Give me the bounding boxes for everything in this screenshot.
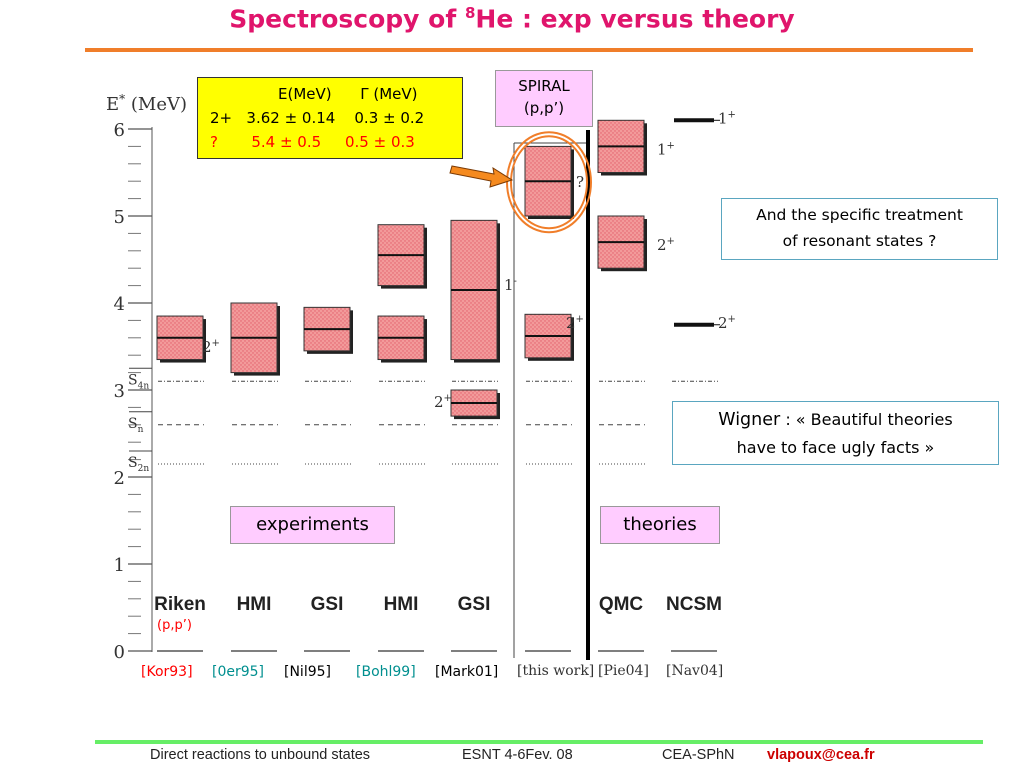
reference-nil95: [Nil95] [284, 664, 331, 680]
y-tick-label: 0 [114, 642, 125, 663]
column-name: HMI [384, 594, 419, 615]
level-jpi-label: 2+ [657, 236, 675, 254]
reference-mark01: [Mark01] [435, 664, 499, 680]
note-line-2: of resonant states ? [782, 232, 937, 250]
reference-pie04: [Pie04] [598, 663, 649, 679]
quote-author: Wigner [718, 410, 781, 430]
level-jpi-label: 1- [504, 276, 517, 294]
footer-rule [95, 740, 983, 744]
reference-this-work: [this work] [517, 663, 595, 679]
column-name: NCSM [666, 594, 722, 615]
reference-kor93: [Kor93] [141, 664, 193, 680]
quote-separator: : « [780, 410, 811, 429]
table-header: E(MeV) Γ (MeV) [278, 85, 418, 103]
reference-oer95: [0er95] [212, 664, 265, 680]
experiments-tag: experiments [230, 506, 395, 544]
threshold-label-S4n: S4n [128, 372, 149, 391]
spiral-reaction: (p,p’) [523, 99, 565, 117]
spiral-title: SPIRAL [518, 77, 570, 95]
note-line-1: And the specific treatment [756, 206, 963, 224]
footer-email: vlapoux@cea.fr [767, 747, 875, 763]
y-tick-label: 4 [114, 294, 125, 315]
quote-line-2: have to face ugly facts » [736, 438, 935, 457]
level-jpi-label: 1+ [657, 140, 675, 158]
column-name: HMI [237, 594, 272, 615]
y-tick-label: 1 [114, 555, 125, 576]
quote-line-1: Beautiful theories [810, 410, 953, 429]
title-rule [85, 48, 973, 52]
y-tick-label: 2 [114, 468, 125, 489]
resonance-table: E(MeV) Γ (MeV) 2+ 3.62 ± 0.14 0.3 ± 0.2 … [197, 77, 463, 159]
slide-title: Spectroscopy of 8He : exp versus theory [229, 4, 795, 34]
y-tick-label: 6 [114, 120, 125, 141]
column-name: GSI [458, 594, 491, 615]
wigner-quote: Wigner : « Beautiful theories have to fa… [672, 401, 999, 465]
y-tick-label: 3 [114, 381, 125, 402]
highlight-circle [510, 135, 588, 230]
table-row-2plus: 2+ 3.62 ± 0.14 0.3 ± 0.2 [210, 109, 425, 127]
threshold-label-Sn: Sn [128, 416, 144, 435]
level-jpi-label: ? [576, 173, 584, 191]
reference-nav04: [Nav04] [666, 663, 724, 679]
resonant-states-note: And the specific treatment of resonant s… [721, 198, 998, 260]
level-jpi-label: 2+ [566, 314, 584, 332]
level-jpi-label: 2+ [718, 314, 736, 332]
column-name: Riken [154, 594, 206, 615]
theories-tag: theories [600, 506, 720, 544]
footer-organisation: CEA-SPhN [662, 747, 735, 763]
table-row-unknown: ? 5.4 ± 0.5 0.5 ± 0.3 [210, 133, 415, 151]
footer-talk-title: Direct reactions to unbound states [150, 747, 371, 763]
footer-event: ESNT 4-6Fev. 08 [462, 747, 573, 763]
riken-reaction-label: (p,p’) [157, 618, 192, 633]
reference-bohl99: [Bohl99] [356, 664, 416, 680]
y-axis-label: E* (MeV) [106, 92, 187, 115]
column-name: GSI [311, 594, 344, 615]
spiral-label: SPIRAL (p,p’) [495, 70, 593, 127]
highlight-arrow [449, 165, 514, 188]
column-name: QMC [599, 594, 644, 615]
highlight-circle-outer [506, 131, 592, 234]
level-jpi-label: 2+ [434, 393, 452, 411]
level-jpi-label: 2+ [202, 338, 220, 356]
level-jpi-label: 1+ [718, 109, 736, 127]
y-tick-label: 5 [114, 207, 125, 228]
threshold-label-S2n: S2n [128, 455, 149, 474]
